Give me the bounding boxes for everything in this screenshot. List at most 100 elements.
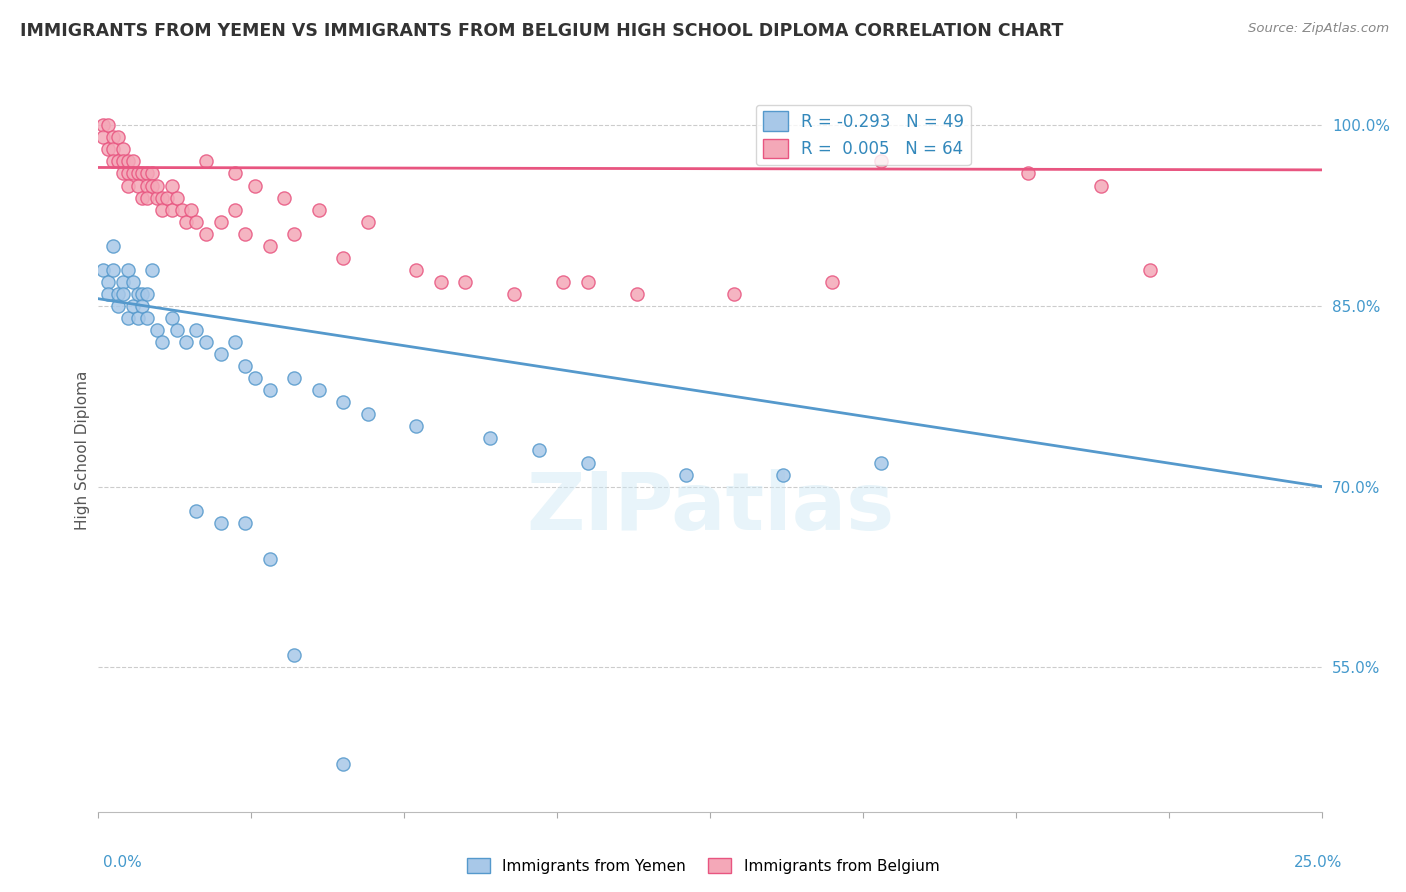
Point — [332, 756, 354, 771]
Point — [405, 262, 427, 277]
Point — [160, 178, 183, 193]
Point — [127, 311, 149, 326]
Point — [121, 154, 143, 169]
Point — [127, 167, 149, 181]
Point — [146, 191, 169, 205]
Point — [150, 202, 173, 217]
Point — [1017, 167, 1039, 181]
Point — [870, 456, 893, 470]
Point — [117, 154, 139, 169]
Point — [146, 323, 169, 337]
Point — [209, 516, 232, 530]
Point — [117, 311, 139, 326]
Point — [131, 167, 153, 181]
Point — [131, 191, 153, 205]
Point — [131, 299, 153, 313]
Point — [259, 551, 281, 566]
Point — [121, 299, 143, 313]
Text: IMMIGRANTS FROM YEMEN VS IMMIGRANTS FROM BELGIUM HIGH SCHOOL DIPLOMA CORRELATION: IMMIGRANTS FROM YEMEN VS IMMIGRANTS FROM… — [20, 22, 1063, 40]
Legend: Immigrants from Yemen, Immigrants from Belgium: Immigrants from Yemen, Immigrants from B… — [461, 852, 945, 880]
Point — [233, 227, 256, 241]
Point — [170, 202, 193, 217]
Point — [233, 516, 256, 530]
Point — [233, 359, 256, 373]
Point — [503, 287, 526, 301]
Point — [150, 335, 173, 350]
Point — [224, 167, 246, 181]
Point — [553, 275, 575, 289]
Point — [1139, 262, 1161, 277]
Point — [356, 215, 378, 229]
Point — [332, 395, 354, 409]
Point — [101, 154, 124, 169]
Point — [576, 275, 599, 289]
Point — [136, 191, 159, 205]
Point — [121, 167, 143, 181]
Point — [259, 384, 281, 398]
Point — [273, 191, 295, 205]
Point — [91, 130, 114, 145]
Point — [224, 202, 246, 217]
Point — [259, 239, 281, 253]
Point — [136, 287, 159, 301]
Point — [107, 130, 129, 145]
Point — [101, 239, 124, 253]
Point — [675, 467, 697, 482]
Point — [308, 384, 330, 398]
Point — [243, 178, 266, 193]
Point — [127, 178, 149, 193]
Point — [180, 202, 202, 217]
Point — [186, 323, 208, 337]
Point — [97, 119, 120, 133]
Point — [160, 311, 183, 326]
Point — [146, 178, 169, 193]
Point — [141, 167, 163, 181]
Point — [405, 419, 427, 434]
Y-axis label: High School Diploma: High School Diploma — [75, 371, 90, 530]
Point — [527, 443, 550, 458]
Point — [156, 191, 179, 205]
Point — [127, 287, 149, 301]
Point — [176, 215, 198, 229]
Point — [454, 275, 477, 289]
Text: 25.0%: 25.0% — [1295, 855, 1343, 870]
Point — [131, 287, 153, 301]
Point — [478, 432, 501, 446]
Point — [166, 191, 188, 205]
Point — [111, 287, 134, 301]
Point — [308, 202, 330, 217]
Point — [176, 335, 198, 350]
Text: ZIPatlas: ZIPatlas — [526, 469, 894, 548]
Point — [150, 191, 173, 205]
Point — [117, 178, 139, 193]
Point — [356, 407, 378, 422]
Point — [186, 503, 208, 517]
Point — [107, 287, 129, 301]
Point — [121, 275, 143, 289]
Point — [117, 167, 139, 181]
Point — [821, 275, 844, 289]
Point — [97, 275, 120, 289]
Point — [111, 143, 134, 157]
Point — [209, 215, 232, 229]
Point — [141, 178, 163, 193]
Point — [141, 262, 163, 277]
Point — [101, 262, 124, 277]
Point — [195, 154, 218, 169]
Point — [283, 227, 305, 241]
Point — [430, 275, 453, 289]
Point — [332, 251, 354, 265]
Point — [626, 287, 648, 301]
Point — [283, 648, 305, 662]
Point — [195, 335, 218, 350]
Point — [97, 143, 120, 157]
Point — [136, 178, 159, 193]
Point — [117, 262, 139, 277]
Point — [107, 299, 129, 313]
Point — [772, 467, 794, 482]
Point — [723, 287, 745, 301]
Point — [111, 167, 134, 181]
Legend: R = -0.293   N = 49, R =  0.005   N = 64: R = -0.293 N = 49, R = 0.005 N = 64 — [756, 104, 970, 165]
Point — [111, 275, 134, 289]
Point — [160, 202, 183, 217]
